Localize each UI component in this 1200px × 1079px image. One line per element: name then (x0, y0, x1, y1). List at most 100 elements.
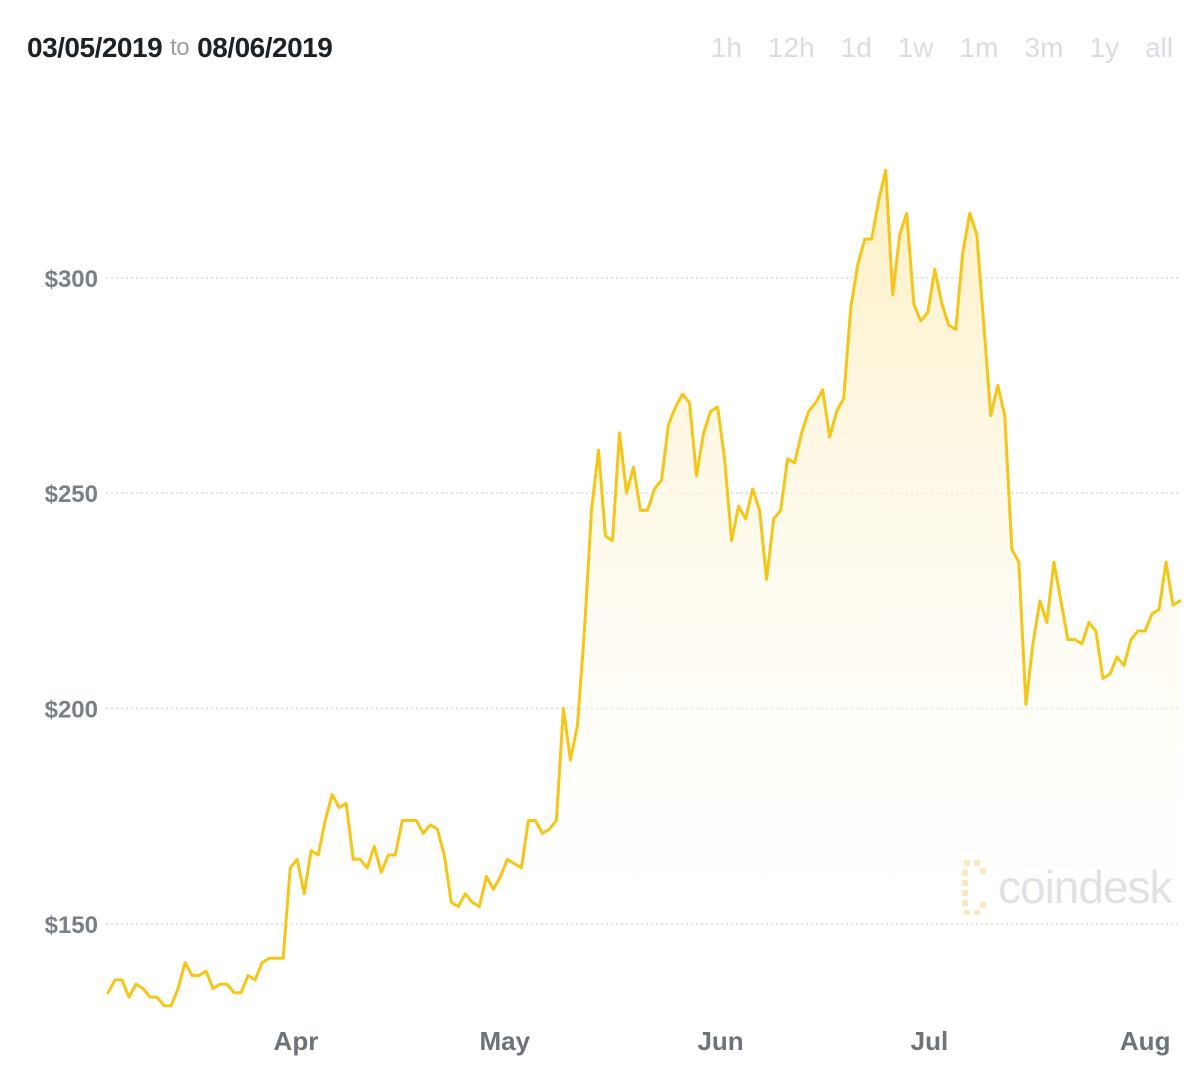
data-point[interactable] (1065, 637, 1071, 643)
data-point[interactable] (589, 507, 595, 513)
data-point[interactable] (210, 986, 216, 992)
data-point[interactable] (434, 826, 440, 832)
data-point[interactable] (364, 865, 370, 871)
data-point[interactable] (308, 848, 314, 854)
data-point[interactable] (624, 490, 630, 496)
data-point[interactable] (511, 861, 517, 867)
data-point[interactable] (722, 456, 728, 462)
data-point[interactable] (392, 852, 398, 858)
range-tab-1w[interactable]: 1w (897, 32, 934, 63)
data-point[interactable] (939, 301, 945, 307)
data-point[interactable] (175, 986, 181, 992)
data-point[interactable] (827, 434, 833, 440)
data-point[interactable] (371, 843, 377, 849)
data-point[interactable] (189, 973, 195, 979)
data-point[interactable] (476, 904, 482, 910)
data-point[interactable] (918, 318, 924, 324)
data-point[interactable] (140, 986, 146, 992)
data-point[interactable] (231, 990, 237, 996)
data-point[interactable] (792, 460, 798, 466)
data-point[interactable] (224, 981, 230, 987)
data-point[interactable] (553, 818, 559, 824)
range-tab-1y[interactable]: 1y (1089, 32, 1119, 63)
data-point[interactable] (638, 507, 644, 513)
data-point[interactable] (539, 830, 545, 836)
data-point[interactable] (1093, 628, 1099, 634)
data-point[interactable] (378, 869, 384, 875)
data-point[interactable] (1044, 619, 1050, 625)
data-point[interactable] (673, 404, 679, 410)
data-point[interactable] (603, 533, 609, 539)
data-point[interactable] (1037, 598, 1043, 604)
data-point[interactable] (266, 955, 272, 961)
data-point[interactable] (1170, 602, 1176, 608)
data-point[interactable] (610, 538, 616, 544)
data-point[interactable] (995, 383, 1001, 389)
range-tab-1m[interactable]: 1m (959, 32, 999, 63)
data-point[interactable] (680, 391, 686, 397)
data-point[interactable] (715, 404, 721, 410)
data-point[interactable] (483, 874, 489, 880)
data-point[interactable] (813, 400, 819, 406)
data-point[interactable] (988, 413, 994, 419)
data-point[interactable] (841, 395, 847, 401)
data-point[interactable] (890, 292, 896, 298)
data-point[interactable] (1114, 654, 1120, 660)
range-tab-12h[interactable]: 12h (767, 32, 815, 63)
data-point[interactable] (1058, 598, 1064, 604)
data-point[interactable] (981, 322, 987, 328)
data-point[interactable] (960, 249, 966, 255)
data-point[interactable] (932, 266, 938, 272)
data-point[interactable] (1072, 637, 1078, 643)
data-point[interactable] (750, 486, 756, 492)
data-point[interactable] (497, 874, 503, 880)
data-point[interactable] (757, 507, 763, 513)
data-point[interactable] (876, 197, 882, 203)
data-point[interactable] (581, 628, 587, 634)
data-point[interactable] (560, 706, 566, 712)
data-point[interactable] (911, 301, 917, 307)
data-point[interactable] (301, 891, 307, 897)
data-point[interactable] (490, 886, 496, 892)
data-point[interactable] (953, 327, 959, 333)
data-point[interactable] (666, 421, 672, 427)
data-point[interactable] (862, 236, 868, 242)
data-point[interactable] (196, 973, 202, 979)
data-point[interactable] (448, 899, 454, 905)
data-point[interactable] (322, 818, 328, 824)
data-point[interactable] (687, 400, 693, 406)
data-point[interactable] (154, 994, 160, 1000)
data-point[interactable] (848, 305, 854, 311)
data-point[interactable] (238, 990, 244, 996)
data-point[interactable] (1107, 671, 1113, 677)
data-point[interactable] (974, 232, 980, 238)
range-tab-1h[interactable]: 1h (710, 32, 742, 63)
data-point[interactable] (1163, 559, 1169, 565)
data-point[interactable] (806, 408, 812, 414)
data-point[interactable] (771, 516, 777, 522)
data-point[interactable] (967, 210, 973, 216)
data-point[interactable] (1016, 559, 1022, 565)
data-point[interactable] (469, 899, 475, 905)
data-point[interactable] (1051, 559, 1057, 565)
data-point[interactable] (617, 430, 623, 436)
data-point[interactable] (245, 973, 251, 979)
data-point[interactable] (897, 232, 903, 238)
data-point[interactable] (427, 822, 433, 828)
data-point[interactable] (546, 826, 552, 832)
data-point[interactable] (869, 236, 875, 242)
data-point[interactable] (925, 309, 931, 315)
data-point[interactable] (855, 262, 861, 268)
data-point[interactable] (518, 865, 524, 871)
data-point[interactable] (652, 486, 658, 492)
data-point[interactable] (182, 960, 188, 966)
data-point[interactable] (701, 430, 707, 436)
data-point[interactable] (287, 865, 293, 871)
data-point[interactable] (596, 447, 602, 453)
data-point[interactable] (1177, 598, 1183, 604)
data-point[interactable] (385, 852, 391, 858)
data-point[interactable] (441, 852, 447, 858)
data-point[interactable] (280, 955, 286, 961)
range-tab-1d[interactable]: 1d (840, 32, 872, 63)
